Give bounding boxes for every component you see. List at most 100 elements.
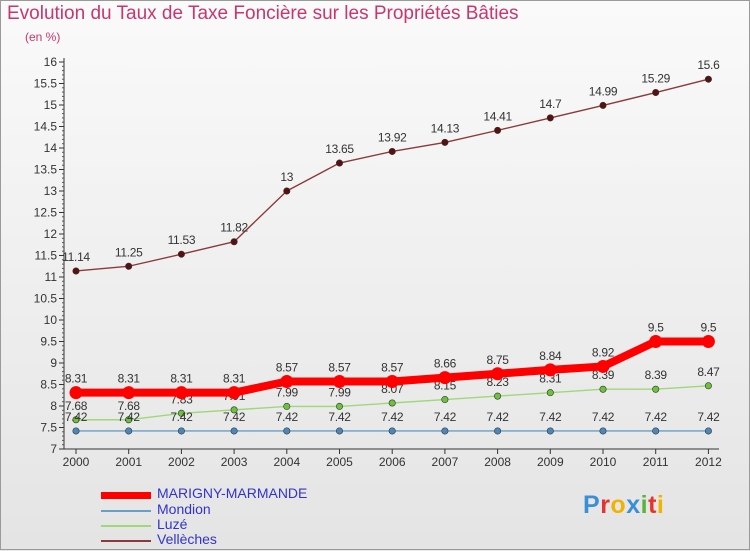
data-point-mondion — [125, 427, 133, 435]
data-point-velleches — [335, 159, 343, 167]
data-label-marigny-marmande: 8.92 — [592, 345, 615, 359]
data-label-marigny-marmande: 8.31 — [170, 372, 193, 386]
data-point-velleches — [388, 147, 396, 155]
data-point-mondion — [652, 427, 660, 435]
data-point-mondion — [335, 427, 343, 435]
x-tick-label: 2000 — [63, 455, 90, 469]
data-point-marigny-marmande — [333, 374, 346, 388]
x-tick-label: 2001 — [115, 455, 142, 469]
x-tick-label: 2007 — [432, 455, 459, 469]
data-point-mondion — [704, 427, 712, 435]
x-tick-label: 2004 — [273, 455, 300, 469]
y-tick-label: 16 — [44, 55, 58, 69]
x-tick-label: 2012 — [695, 455, 722, 469]
data-point-marigny-marmande — [227, 386, 241, 400]
data-point-luze — [283, 402, 291, 410]
y-tick-label: 8.5 — [40, 378, 57, 392]
data-point-marigny-marmande — [701, 335, 715, 348]
data-label-luze: 8.23 — [487, 375, 510, 389]
data-point-marigny-marmande — [122, 386, 136, 400]
data-label-luze: 7.99 — [276, 385, 299, 399]
x-tick-label: 2006 — [379, 455, 406, 469]
data-label-mondion: 7.42 — [539, 410, 562, 424]
y-tick-label: 14.5 — [34, 120, 58, 134]
data-label-marigny-marmande: 8.31 — [223, 372, 246, 386]
data-label-velleches: 15.6 — [697, 58, 720, 72]
legend-label-marigny-marmande: MARIGNY-MARMANDE — [157, 485, 308, 501]
data-point-luze — [72, 416, 80, 424]
data-label-marigny-marmande: 8.75 — [487, 353, 510, 367]
x-tick-label: 2009 — [537, 455, 564, 469]
data-point-mondion — [283, 427, 291, 435]
legend-swatch-marigny-marmande — [101, 492, 151, 499]
data-label-marigny-marmande: 8.31 — [65, 372, 88, 386]
data-label-luze: 7.68 — [65, 399, 88, 413]
data-point-luze — [704, 382, 712, 390]
data-label-velleches: 14.13 — [431, 121, 460, 135]
data-label-luze: 8.31 — [539, 372, 562, 386]
data-label-luze: 8.15 — [434, 379, 457, 393]
y-tick-label: 8 — [50, 399, 57, 413]
data-point-velleches — [494, 126, 502, 134]
data-label-mondion: 7.42 — [697, 410, 720, 424]
y-tick-label: 15.5 — [34, 77, 58, 91]
data-point-marigny-marmande — [491, 367, 505, 381]
data-point-marigny-marmande — [280, 374, 294, 388]
data-label-mondion: 7.42 — [276, 410, 299, 424]
data-point-luze — [388, 399, 396, 407]
data-point-mondion — [230, 427, 238, 435]
legend-label-velleches: Vellèches — [157, 531, 217, 547]
data-point-velleches — [441, 138, 449, 146]
y-tick-label: 15 — [44, 98, 58, 112]
data-label-velleches: 15.29 — [641, 72, 670, 86]
chart-title: Evolution du Taux de Taxe Foncière sur l… — [7, 3, 519, 24]
y-tick-label: 14 — [44, 141, 58, 155]
data-label-marigny-marmande: 8.57 — [276, 360, 299, 374]
y-tick-label: 13 — [44, 184, 58, 198]
data-point-luze — [652, 385, 660, 393]
data-label-velleches: 11.14 — [62, 250, 90, 264]
data-point-luze — [599, 385, 607, 393]
proxiti-logo: Proxiti — [583, 491, 665, 519]
data-label-velleches: 13.65 — [325, 142, 354, 156]
data-label-marigny-marmande: 8.84 — [539, 349, 562, 363]
y-tick-label: 13.5 — [34, 163, 58, 177]
legend-label-luze: Luzé — [157, 516, 188, 532]
data-point-mondion — [388, 427, 396, 435]
data-label-mondion: 7.42 — [223, 410, 246, 424]
data-label-marigny-marmande: 9.5 — [648, 321, 664, 335]
legend-label-mondion: Mondion — [157, 501, 211, 517]
data-label-mondion: 7.42 — [170, 410, 193, 424]
y-tick-label: 11 — [45, 270, 58, 284]
y-tick-label: 12.5 — [34, 206, 58, 220]
data-label-mondion: 7.42 — [487, 410, 510, 424]
data-point-marigny-marmande — [69, 386, 83, 400]
data-point-velleches — [599, 101, 607, 109]
data-point-mondion — [494, 427, 502, 435]
data-point-mondion — [599, 427, 607, 435]
x-tick-label: 2003 — [221, 455, 248, 469]
y-tick-label: 9 — [50, 356, 57, 370]
data-point-luze — [546, 389, 554, 397]
data-label-luze: 8.39 — [645, 368, 668, 382]
data-point-marigny-marmande — [649, 335, 663, 348]
x-tick-label: 2005 — [326, 455, 353, 469]
data-label-mondion: 7.42 — [328, 410, 351, 424]
data-point-luze — [494, 392, 502, 400]
data-label-velleches: 11.82 — [220, 221, 248, 235]
legend-swatch-luze — [101, 525, 151, 527]
data-point-velleches — [230, 238, 238, 246]
data-point-velleches — [177, 250, 185, 258]
data-point-luze — [230, 406, 238, 414]
data-point-velleches — [704, 75, 712, 83]
data-label-marigny-marmande: 8.57 — [328, 360, 351, 374]
data-point-mondion — [441, 427, 449, 435]
data-point-marigny-marmande — [596, 359, 610, 373]
data-point-velleches — [72, 267, 80, 275]
y-tick-label: 10 — [44, 313, 58, 327]
data-point-marigny-marmande — [438, 371, 452, 385]
x-tick-label: 2008 — [484, 455, 511, 469]
data-point-marigny-marmande — [543, 363, 557, 377]
